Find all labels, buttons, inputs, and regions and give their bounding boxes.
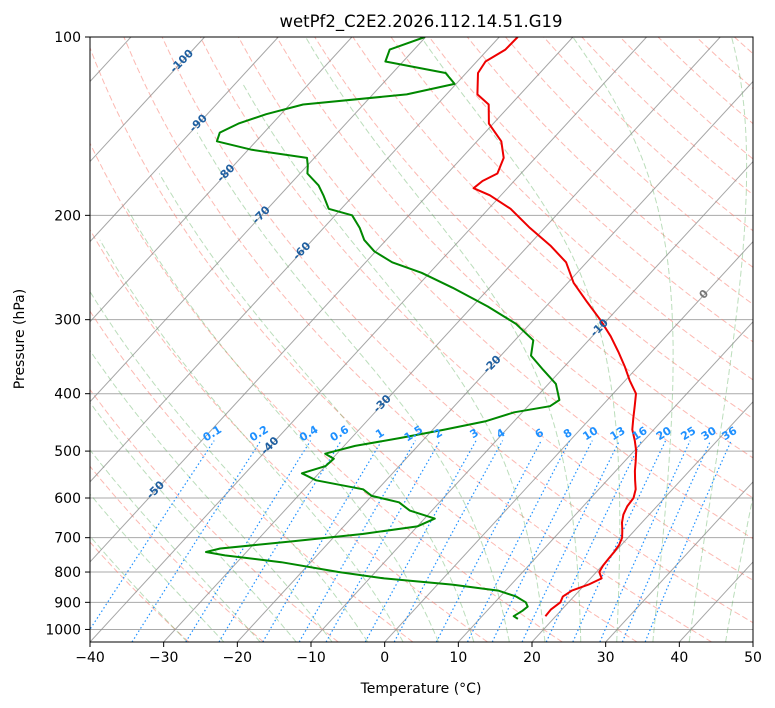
mixing-ratio-line: [218, 440, 342, 642]
y-tick-label: 700: [54, 531, 81, 547]
skewed-isotherm: [605, 481, 753, 642]
skewed-isotherm: [90, 37, 279, 243]
moist-adiabat: [688, 37, 748, 642]
x-tick-label: 30: [597, 650, 615, 666]
skewed-isotherm: [90, 37, 353, 323]
x-tick-label: −40: [75, 650, 105, 666]
y-tick-label: 400: [54, 387, 81, 403]
dewpoint-profile-line: [205, 37, 561, 620]
skewed-isotherms: [90, 37, 753, 642]
y-tick-label: 500: [54, 444, 81, 460]
x-axis-ticks: −40 −30 −20 −10 0 10 20 30 40 50: [75, 642, 762, 666]
x-tick-label: −20: [223, 650, 253, 666]
x-tick-label: 40: [670, 650, 688, 666]
mixing-ratio-line: [364, 440, 477, 642]
moist-adiabat: [196, 132, 510, 642]
y-tick-label: 900: [54, 595, 81, 611]
x-tick-label: −30: [149, 650, 179, 666]
skewed-isotherm: [90, 37, 426, 403]
x-tick-label: 20: [523, 650, 541, 666]
moist-adiabat: [420, 37, 621, 642]
skewed-isotherm: [90, 37, 205, 163]
y-tick-label: 800: [54, 565, 81, 581]
skewed-isotherm: [531, 401, 753, 642]
moist-adiabat: [90, 349, 333, 642]
skewed-isotherm: [384, 240, 753, 642]
mixing-ratio-line: [298, 440, 416, 642]
sounding-series: [205, 37, 638, 620]
x-tick-label: −10: [296, 650, 326, 666]
y-axis-label: Pressure (hPa): [12, 289, 28, 389]
y-tick-label: 100: [54, 30, 81, 46]
plot-area: -100-90-80-70-60-50-40-30-20-10010203040…: [90, 37, 753, 642]
chart-title: wetPf2_C2E2.2026.112.14.51.G19: [279, 12, 562, 32]
moist-adiabat: [90, 535, 188, 642]
y-tick-label: 600: [54, 491, 81, 507]
mixing-ratio-line: [262, 440, 383, 642]
x-tick-label: 50: [744, 650, 762, 666]
dry-adiabat: [428, 37, 753, 343]
dry-adiabat: [90, 228, 488, 642]
mixing-ratio-line: [644, 440, 732, 642]
plot-frame: [89, 36, 754, 643]
skewed-isotherm: [90, 37, 574, 563]
dry-adiabat: [90, 142, 563, 642]
mixing-ratio-line: [572, 440, 667, 642]
mixing-ratio-line: [185, 440, 312, 642]
y-tick-label: 1000: [45, 622, 81, 638]
moist-adiabat: [126, 208, 439, 642]
skewed-isotherm: [90, 37, 500, 483]
dry-adiabat: [390, 37, 753, 381]
moist-adiabat: [90, 493, 225, 642]
x-axis-label: Temperature (°C): [360, 681, 482, 697]
dry-adiabat: [466, 37, 753, 305]
y-tick-label: 300: [54, 313, 81, 329]
y-tick-label: 200: [54, 208, 81, 224]
mixing-ratio-lines: [90, 440, 732, 642]
dry-adiabat: [276, 37, 753, 499]
moist-adiabat: [90, 290, 369, 642]
mixing-ratio-line: [90, 440, 215, 631]
moist-adiabat: [242, 83, 546, 642]
moist-adiabat: [90, 401, 297, 642]
dry-adiabat: [90, 465, 264, 642]
skewed-isotherm: [457, 320, 753, 642]
dry-adiabat: [161, 37, 753, 624]
skewed-isotherm: [310, 160, 753, 642]
mixing-ratio-line: [131, 440, 262, 642]
temperature-profile-line: [472, 37, 638, 617]
dry-adiabat: [314, 37, 753, 459]
x-tick-label: 0: [380, 650, 389, 666]
mixing-ratio-line: [491, 440, 593, 642]
mixing-ratio-line: [621, 440, 712, 642]
mixing-ratio-line: [599, 440, 691, 642]
mixing-ratio-line: [393, 440, 504, 642]
skewed-isotherm: [163, 37, 721, 642]
y-axis-ticks: 100 200 300 400 500 600 700 800 900 1000: [45, 30, 90, 638]
skewed-isotherm: [236, 80, 753, 642]
dry-adiabat: [90, 46, 638, 642]
dry-adiabat: [123, 37, 712, 642]
moist-adiabat: [99, 239, 404, 642]
x-tick-label: 10: [449, 650, 467, 666]
mixing-ratio-line: [466, 440, 571, 642]
moist-adiabat: [572, 37, 674, 642]
skewed-isotherm: [90, 37, 647, 642]
moist-adiabat: [158, 173, 475, 642]
mixing-ratio-line: [325, 440, 441, 642]
